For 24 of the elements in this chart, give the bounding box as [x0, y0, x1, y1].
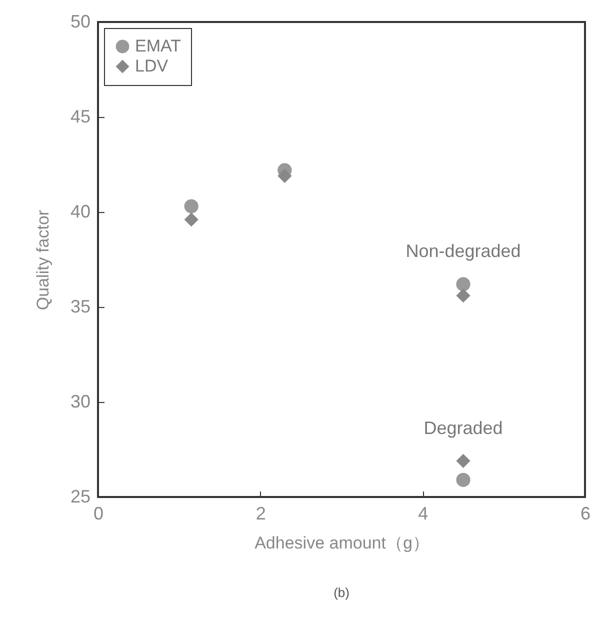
legend-label: EMAT — [135, 36, 181, 56]
x-tick-label: 6 — [580, 504, 591, 524]
y-tick-label: 45 — [70, 106, 90, 126]
point — [278, 168, 292, 183]
annotation: Non-degraded — [406, 241, 521, 262]
legend-label: LDV — [135, 56, 169, 76]
y-tick-label: 35 — [70, 296, 90, 316]
point — [456, 472, 470, 487]
annotation: Degraded — [424, 418, 503, 438]
y-tick-label: 40 — [70, 202, 90, 222]
point — [184, 212, 198, 227]
y-axis-title: Quality factor — [33, 210, 52, 310]
point — [456, 277, 470, 292]
point — [456, 288, 470, 303]
y-tick-label: 50 — [70, 12, 90, 32]
text: (b) — [334, 585, 350, 600]
x-tick-label: 2 — [256, 504, 266, 524]
y-tick-label: 25 — [70, 486, 90, 506]
y-tick-label: 30 — [70, 392, 90, 412]
x-tick-label: 0 — [93, 504, 104, 524]
x-tick-label: 4 — [418, 504, 428, 524]
point — [456, 454, 470, 468]
point — [184, 199, 198, 214]
x-axis-title: Adhesive amount（g） — [254, 534, 430, 552]
